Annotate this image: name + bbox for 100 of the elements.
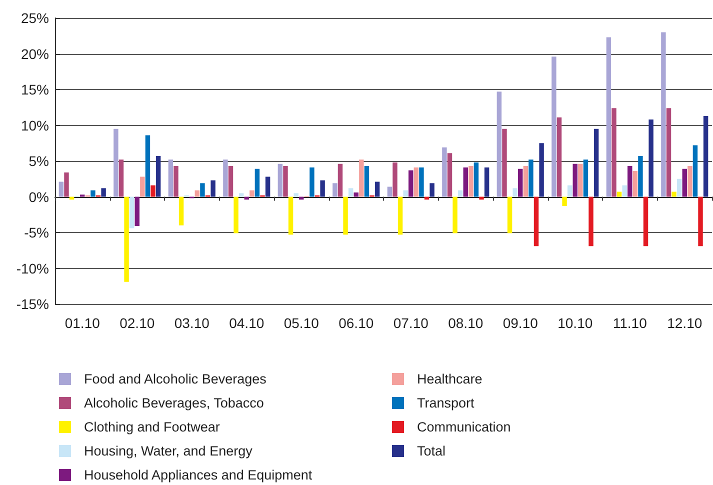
bar bbox=[288, 196, 294, 235]
bar bbox=[507, 196, 512, 234]
bar bbox=[408, 170, 414, 197]
bar bbox=[419, 167, 424, 197]
bar bbox=[140, 176, 145, 197]
x-tick-label: 03.10 bbox=[174, 315, 210, 331]
bar bbox=[145, 135, 150, 197]
y-tick-label: 5% bbox=[28, 153, 49, 169]
bar bbox=[178, 196, 184, 226]
bar bbox=[484, 167, 490, 197]
bar bbox=[556, 117, 562, 197]
bar bbox=[594, 128, 599, 197]
bar bbox=[129, 196, 134, 228]
bar bbox=[265, 176, 270, 197]
legend-label: Healthcare bbox=[417, 372, 482, 386]
bar bbox=[458, 190, 463, 197]
bar bbox=[194, 190, 200, 197]
bar bbox=[310, 167, 314, 197]
bar bbox=[534, 196, 539, 246]
legend-label: Housing, Water, and Energy bbox=[84, 444, 253, 458]
bar bbox=[643, 196, 648, 246]
bar bbox=[414, 167, 419, 197]
bar bbox=[238, 193, 244, 197]
x-tick-label: 11.10 bbox=[612, 315, 648, 331]
x-tick-label: 10.10 bbox=[558, 315, 593, 331]
bar bbox=[223, 160, 228, 197]
y-tick-label: -10% bbox=[16, 260, 49, 276]
bar bbox=[648, 120, 654, 197]
bar bbox=[354, 192, 358, 197]
bar bbox=[403, 190, 408, 197]
legend-label: Alcoholic Beverages, Tobacco bbox=[84, 396, 264, 410]
y-tick-label: 10% bbox=[20, 117, 49, 134]
bar bbox=[101, 188, 106, 197]
bar bbox=[118, 160, 124, 197]
bar bbox=[387, 186, 392, 197]
bar bbox=[622, 185, 627, 197]
bar bbox=[688, 166, 692, 197]
bar bbox=[447, 153, 452, 197]
bar bbox=[150, 185, 156, 197]
legend-label: Household Appliances and Equipment bbox=[84, 468, 312, 482]
legend-label: Communication bbox=[417, 420, 511, 434]
bar bbox=[698, 196, 703, 246]
bar bbox=[228, 166, 234, 197]
bar bbox=[474, 162, 479, 197]
bar bbox=[294, 193, 298, 197]
x-tick-label: 12.10 bbox=[667, 315, 702, 331]
bar bbox=[254, 168, 260, 197]
bar bbox=[124, 196, 129, 282]
bar bbox=[468, 166, 474, 197]
bar bbox=[666, 108, 672, 197]
bar bbox=[200, 183, 205, 197]
bar bbox=[442, 147, 447, 197]
bar bbox=[392, 162, 398, 197]
bar bbox=[114, 128, 118, 197]
bar bbox=[528, 160, 534, 197]
bar bbox=[90, 190, 96, 197]
x-tick-label: 09.10 bbox=[502, 315, 538, 331]
bar bbox=[567, 185, 572, 197]
bar bbox=[174, 166, 178, 197]
bar bbox=[672, 192, 676, 197]
x-tick-label: 08.10 bbox=[448, 315, 484, 331]
bar bbox=[452, 196, 458, 234]
bar bbox=[703, 116, 708, 197]
bar bbox=[168, 160, 174, 197]
bar bbox=[430, 183, 434, 197]
x-tick-label: 04.10 bbox=[229, 315, 264, 331]
bar bbox=[578, 164, 583, 197]
bar bbox=[632, 171, 638, 197]
bar bbox=[583, 160, 588, 197]
bar bbox=[512, 188, 518, 197]
bar bbox=[283, 166, 288, 197]
y-tick-label: 25% bbox=[20, 10, 49, 26]
x-tick-label: 01.10 bbox=[64, 315, 100, 331]
bar bbox=[250, 190, 254, 197]
bar bbox=[343, 196, 348, 235]
bar bbox=[523, 166, 528, 197]
bar bbox=[210, 180, 216, 197]
bar bbox=[628, 166, 632, 197]
bar bbox=[364, 166, 370, 197]
bar bbox=[58, 182, 64, 197]
bar bbox=[338, 164, 343, 197]
bar bbox=[463, 167, 468, 197]
y-tick-label: 20% bbox=[20, 46, 49, 62]
bar bbox=[234, 196, 238, 234]
bar bbox=[156, 156, 161, 197]
bar bbox=[562, 196, 567, 206]
bar bbox=[496, 92, 502, 197]
bar bbox=[682, 168, 687, 197]
bar bbox=[348, 188, 354, 197]
legend-label: Total bbox=[417, 444, 446, 458]
bar bbox=[539, 143, 544, 197]
y-tick-label: -5% bbox=[24, 224, 49, 240]
bar bbox=[320, 180, 325, 197]
legend-label: Clothing and Footwear bbox=[84, 420, 220, 434]
x-tick-label: 02.10 bbox=[120, 315, 155, 331]
legend-label: Food and Alcoholic Beverages bbox=[84, 372, 267, 386]
bar bbox=[661, 32, 666, 197]
bar bbox=[606, 37, 612, 197]
bar bbox=[572, 164, 578, 197]
x-tick-label: 05.10 bbox=[284, 315, 320, 331]
